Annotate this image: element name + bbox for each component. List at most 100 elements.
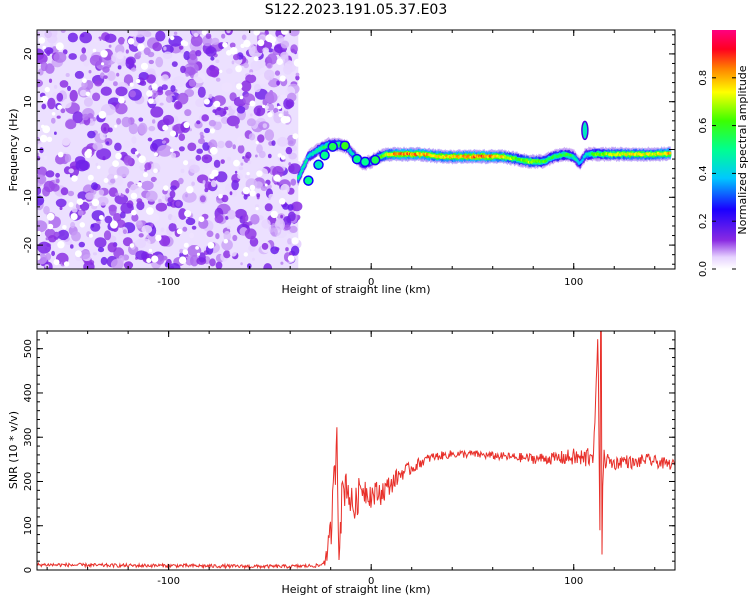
y-tick-label: 300 — [23, 428, 34, 447]
noise-blob — [40, 61, 48, 72]
noise-blob — [118, 255, 125, 264]
noise-blob — [37, 152, 40, 157]
snr-plot-area — [37, 331, 675, 570]
noise-blob — [203, 127, 211, 134]
noise-gap — [101, 62, 105, 66]
noise-gap — [229, 47, 238, 55]
noise-blob — [283, 224, 291, 231]
signal-cell — [303, 163, 306, 167]
noise-blob — [267, 153, 272, 159]
noise-blob — [235, 124, 239, 129]
noise-blob — [118, 192, 122, 196]
noise-blob — [67, 190, 75, 197]
noise-blob — [211, 37, 220, 45]
noise-blob — [166, 202, 173, 207]
noise-blob — [257, 59, 266, 69]
noise-gap — [223, 238, 229, 244]
noise-gap — [283, 116, 291, 123]
noise-blob — [121, 116, 131, 128]
noise-gap — [55, 42, 64, 51]
noise-gap — [46, 136, 53, 142]
noise-gap — [218, 194, 223, 199]
noise-blob — [152, 42, 163, 52]
signal-cell — [300, 169, 304, 173]
noise-gap — [110, 220, 118, 229]
noise-blob — [290, 245, 300, 256]
noise-blob — [157, 144, 173, 157]
noise-blob — [229, 249, 237, 257]
noise-blob — [215, 59, 220, 64]
colorbar-ticks: 0.0 0.2 0.4 0.6 0.8 — [698, 70, 736, 277]
noise-gap — [183, 121, 190, 129]
noise-blob — [287, 238, 292, 245]
noise-blob — [79, 31, 92, 44]
noise-blob — [141, 225, 153, 234]
noise-gap — [98, 110, 107, 119]
noise-gap — [129, 243, 135, 248]
noise-blob — [276, 34, 285, 43]
noise-blob — [37, 79, 43, 88]
noise-gap — [249, 190, 256, 197]
noise-blob — [204, 181, 212, 191]
noise-gap — [75, 250, 82, 258]
noise-blob — [125, 188, 130, 194]
noise-blob — [75, 159, 89, 172]
noise-blob — [90, 223, 95, 228]
noise-blob — [77, 210, 84, 216]
noise-blob — [74, 70, 84, 79]
noise-gap — [280, 155, 286, 160]
noise-gap — [236, 83, 243, 90]
noise-blob — [199, 195, 206, 203]
noise-blob — [225, 140, 233, 149]
signal-blob — [319, 149, 330, 161]
noise-gap — [57, 104, 63, 110]
noise-blob — [37, 186, 42, 196]
noise-blob — [120, 202, 134, 214]
noise-blob — [100, 86, 112, 96]
y-tick-label: -10 — [23, 189, 34, 205]
noise-blob — [190, 255, 199, 267]
noise-blob — [215, 77, 221, 82]
noise-blob — [150, 142, 158, 152]
noise-blob — [262, 47, 270, 54]
noise-blob — [191, 225, 197, 230]
noise-blob — [96, 148, 112, 161]
noise-blob — [43, 205, 50, 215]
noise-blob — [37, 195, 45, 206]
noise-blob — [185, 217, 196, 226]
noise-blob — [232, 234, 238, 242]
noise-blob — [100, 122, 110, 134]
noise-blob — [159, 235, 171, 247]
noise-gap — [180, 40, 187, 46]
noise-gap — [163, 185, 169, 191]
noise-blob — [240, 162, 244, 166]
noise-blob — [69, 89, 78, 102]
noise-blob — [280, 183, 290, 194]
noise-blob — [116, 118, 122, 125]
noise-blob — [178, 146, 185, 152]
noise-blob — [148, 125, 156, 132]
noise-blob — [82, 113, 89, 121]
noise-blob — [125, 49, 129, 54]
noise-blob — [171, 61, 178, 67]
noise-blob — [229, 191, 233, 196]
noise-blob — [285, 99, 295, 109]
noise-blob — [195, 50, 202, 57]
noise-blob — [221, 82, 233, 93]
noise-gap — [213, 100, 221, 108]
noise-blob — [231, 179, 239, 191]
colorbar-tick-label: 0.2 — [698, 213, 709, 229]
noise-blob — [243, 62, 249, 69]
noise-blob — [54, 131, 57, 135]
noise-blob — [37, 220, 48, 233]
noise-gap — [178, 256, 187, 265]
noise-blob — [139, 164, 146, 171]
noise-blob — [201, 114, 209, 122]
spectrogram-x-axis-label: Height of straight line (km) — [281, 283, 430, 296]
noise-gap — [264, 183, 268, 187]
noise-gap — [146, 90, 153, 97]
noise-blob — [295, 75, 300, 81]
noise-blob — [261, 242, 269, 250]
noise-blob — [107, 242, 117, 253]
noise-gap — [68, 202, 74, 208]
